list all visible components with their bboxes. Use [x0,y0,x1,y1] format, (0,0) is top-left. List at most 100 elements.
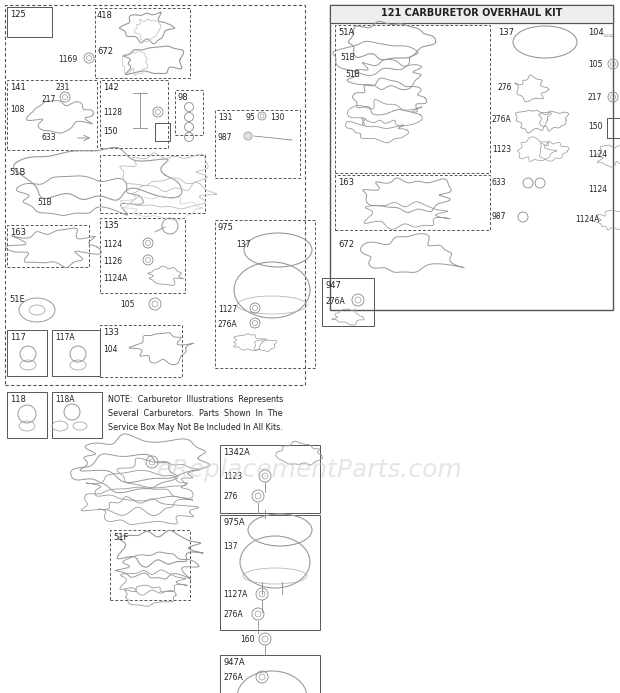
Text: 276: 276 [498,83,513,92]
Text: 1123: 1123 [492,145,511,154]
Text: 276A: 276A [492,115,512,124]
Text: 104: 104 [103,345,118,354]
Text: 98: 98 [178,93,188,102]
Text: 108: 108 [10,105,24,114]
Bar [220,515,320,630]
Bar [100,218,185,293]
Text: 1124: 1124 [588,185,607,194]
Text: 130: 130 [270,113,285,122]
Text: 131: 131 [218,113,232,122]
Text: 1127: 1127 [218,305,237,314]
Text: 105: 105 [588,60,603,69]
Text: 51B: 51B [340,53,355,62]
Text: 1169: 1169 [58,55,78,64]
Text: 1124: 1124 [103,240,122,249]
Text: Several  Carburetors.  Parts  Shown  In  The: Several Carburetors. Parts Shown In The [108,409,283,418]
Text: 418: 418 [97,11,113,20]
Bar [7,80,97,150]
Text: 104: 104 [588,28,604,37]
Bar [100,325,182,377]
Text: 1124A: 1124A [103,274,127,283]
Text: 231: 231 [55,83,69,92]
Bar [7,330,47,376]
Text: 1124: 1124 [588,150,607,159]
Bar [330,5,613,23]
Text: 1123: 1123 [223,472,242,481]
Text: 217: 217 [42,95,56,104]
Text: 1342A: 1342A [223,448,250,457]
Text: 276A: 276A [223,673,243,682]
Bar [155,123,170,141]
Bar [215,220,315,368]
Bar [100,80,168,148]
Text: 987: 987 [492,212,507,221]
Bar [335,25,490,173]
Text: 947A: 947A [223,658,245,667]
Text: 137: 137 [498,28,514,37]
Bar [5,5,305,385]
Bar [220,655,320,693]
Bar [7,392,47,438]
Text: 1126: 1126 [103,257,122,266]
Text: 51B: 51B [345,70,360,79]
Text: 217: 217 [588,93,603,102]
Text: 672: 672 [338,240,354,249]
Text: 51E: 51E [9,295,25,304]
Bar [110,530,190,600]
Bar [322,278,374,326]
Text: 987: 987 [218,133,232,142]
Bar [335,175,490,230]
Text: 160: 160 [240,635,254,644]
Text: 135: 135 [103,221,119,230]
Text: 150: 150 [588,122,603,131]
Text: 51F: 51F [113,533,128,542]
Bar [95,8,190,78]
Text: 633: 633 [492,178,507,187]
Text: 975A: 975A [223,518,245,527]
Text: 141: 141 [10,83,26,92]
Text: 163: 163 [338,178,354,187]
Text: 95: 95 [245,113,255,122]
Text: 142: 142 [103,83,119,92]
Text: 51B: 51B [9,168,25,177]
Text: 125: 125 [10,10,26,19]
Bar [215,110,300,178]
Text: 163: 163 [10,228,26,237]
Text: 105: 105 [120,300,135,309]
Text: 276A: 276A [325,297,345,306]
Text: 117: 117 [10,333,26,342]
Text: NOTE:  Carburetor  Illustrations  Represents: NOTE: Carburetor Illustrations Represent… [108,395,283,404]
Bar [330,5,613,310]
Text: 51B: 51B [37,198,51,207]
Bar [175,90,203,135]
Text: 117A: 117A [55,333,74,342]
Text: 633: 633 [42,133,56,142]
Text: Service Box May Not Be Included In All Kits.: Service Box May Not Be Included In All K… [108,423,283,432]
Text: 276A: 276A [223,610,243,619]
Bar [52,392,102,438]
Text: 276: 276 [223,492,237,501]
Text: 672: 672 [97,47,113,56]
Bar [7,7,52,37]
Text: 150: 150 [103,127,118,136]
Bar [7,225,89,267]
Text: 137: 137 [223,542,237,551]
Text: ≈≈: ≈≈ [602,33,614,39]
Text: 1128: 1128 [103,108,122,117]
Bar [52,330,100,376]
Text: 947: 947 [325,281,341,290]
Text: 137: 137 [236,240,250,249]
Text: 121 CARBURETOR OVERHAUL KIT: 121 CARBURETOR OVERHAUL KIT [381,8,563,18]
Text: 1124A: 1124A [575,215,600,224]
Text: 276A: 276A [218,320,237,329]
Text: 1127A: 1127A [223,590,247,599]
Text: 118A: 118A [55,395,74,404]
Text: 118: 118 [10,395,26,404]
Bar [330,5,613,23]
Bar [220,445,320,513]
Text: 51A: 51A [338,28,354,37]
Text: 133: 133 [103,328,119,337]
Bar [100,155,205,213]
Text: eReplacementParts.com: eReplacementParts.com [157,458,463,482]
Text: 975: 975 [218,223,234,232]
